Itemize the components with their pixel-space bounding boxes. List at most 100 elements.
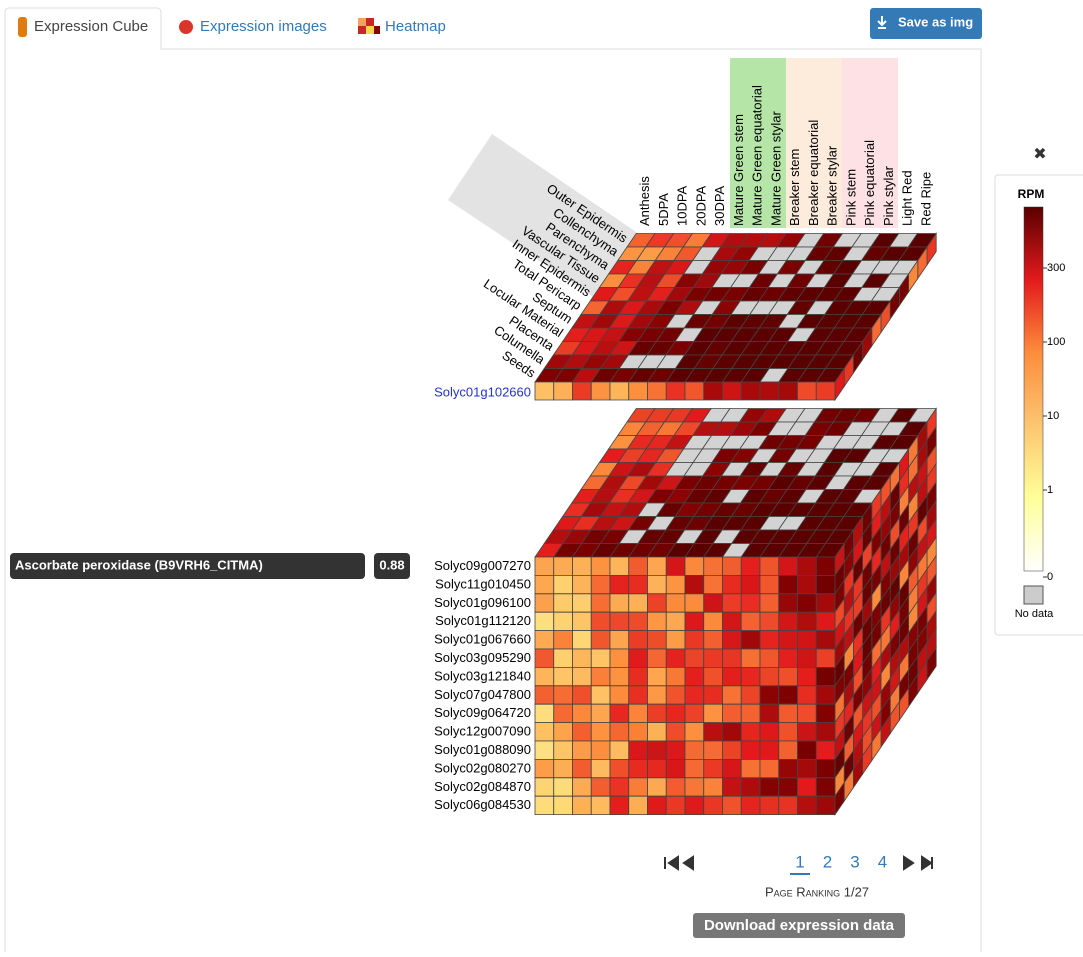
- cube-cell: [759, 630, 780, 650]
- gene-label[interactable]: Solyc02g080270: [434, 760, 531, 775]
- gene-label[interactable]: Solyc06g084530: [434, 797, 531, 812]
- cube-cell: [628, 556, 648, 576]
- page-link[interactable]: 1: [795, 852, 804, 871]
- cube-cell: [628, 593, 648, 613]
- cube-cell: [703, 685, 723, 705]
- cube-cell: [703, 667, 723, 687]
- cube-cell: [815, 777, 836, 797]
- cube-cell: [778, 777, 798, 797]
- cube-cell: [759, 648, 780, 668]
- gene-label[interactable]: Solyc03g121840: [434, 668, 531, 683]
- tab[interactable]: Expression Cube: [34, 18, 148, 35]
- gene-label[interactable]: Solyc01g088090: [434, 742, 531, 757]
- cube-cell: [590, 722, 611, 742]
- cube-cell: [553, 685, 573, 705]
- gene-label[interactable]: Solyc03g095290: [434, 650, 531, 665]
- cube-cell: [665, 381, 686, 401]
- cube-cell: [572, 795, 592, 815]
- cube-cell: [740, 667, 761, 687]
- active-tab[interactable]: [4, 7, 162, 49]
- gene-label[interactable]: Solyc11g010450: [435, 576, 531, 591]
- cube-cell: [590, 777, 611, 797]
- cube-cell: [703, 556, 723, 576]
- gene-label[interactable]: Solyc02g084870: [434, 779, 531, 794]
- gene-label[interactable]: Solyc09g064720: [434, 705, 531, 720]
- cube-cell: [628, 777, 648, 797]
- cube-cell: [665, 593, 686, 613]
- reference-gene[interactable]: Solyc01g102660: [434, 384, 531, 399]
- cube-cell: [778, 630, 798, 650]
- first-prev[interactable]: [664, 855, 694, 871]
- stage-label: Mature Green stem: [731, 114, 746, 226]
- stage-label: 20DPA: [693, 185, 708, 226]
- cube-cell: [647, 630, 667, 650]
- cube-cell: [703, 593, 723, 613]
- cube-cell: [815, 611, 836, 631]
- cube-cell: [609, 740, 630, 760]
- cube-cell: [647, 593, 667, 613]
- cube-cell: [778, 759, 798, 779]
- cube-cell: [590, 795, 611, 815]
- cube-cell: [759, 685, 780, 705]
- page-link[interactable]: 3: [850, 852, 859, 871]
- cube-cell: [722, 648, 742, 668]
- gene-label[interactable]: Solyc07g047800: [434, 687, 531, 702]
- cube-cell: [590, 630, 611, 650]
- page-link[interactable]: 2: [823, 852, 832, 871]
- cube-cell: [722, 556, 742, 576]
- save-label[interactable]: Save as img: [898, 14, 973, 29]
- cube-cell: [684, 740, 705, 760]
- cube-cell: [778, 648, 798, 668]
- close-button[interactable]: ✖: [1033, 146, 1046, 163]
- cube-cell: [647, 667, 667, 687]
- cube-cell: [759, 593, 780, 613]
- cube-cell: [740, 611, 761, 631]
- cube-cell: [647, 795, 667, 815]
- cube-cell: [534, 667, 555, 687]
- tab[interactable]: Expression images: [200, 18, 327, 35]
- stage-label: Light Red: [900, 170, 915, 226]
- cube-cell: [797, 556, 817, 576]
- legend-tick-label: 100: [1047, 336, 1065, 348]
- cube-cell: [703, 381, 723, 401]
- cube-cell: [628, 611, 648, 631]
- cube-cell: [684, 648, 705, 668]
- cube-cell: [703, 703, 723, 723]
- cube-cell: [628, 722, 648, 742]
- download-button[interactable]: [693, 913, 905, 938]
- cube-cell: [815, 593, 836, 613]
- cube-cell: [740, 593, 761, 613]
- gene-label[interactable]: Solyc01g112120: [435, 613, 531, 628]
- cube-cell: [684, 703, 705, 723]
- save-button[interactable]: [870, 8, 982, 39]
- cube-cell: [815, 759, 836, 779]
- tissue-label-bg: [448, 134, 642, 300]
- gene-label[interactable]: Solyc09g007270: [434, 558, 531, 573]
- gene-label[interactable]: Solyc01g096100: [434, 595, 531, 610]
- gene-label[interactable]: Solyc12g007090: [434, 724, 531, 739]
- stage-label: Pink equatorial: [862, 140, 877, 226]
- cube-cell: [797, 777, 817, 797]
- download-label[interactable]: Download expression data: [704, 917, 895, 934]
- cube-cell: [534, 777, 555, 797]
- page-link[interactable]: 4: [878, 852, 887, 871]
- images-icon: [179, 20, 193, 34]
- cube-cell: [722, 703, 742, 723]
- cube-cell: [778, 556, 798, 576]
- cube-cell: [703, 777, 723, 797]
- cube-cell: [665, 703, 686, 723]
- cube-cell: [722, 575, 742, 595]
- cube-cell: [815, 575, 836, 595]
- tab[interactable]: Heatmap: [385, 18, 446, 35]
- cube-cell: [778, 593, 798, 613]
- stage-label: Anthesis: [637, 176, 652, 226]
- cube-cell: [553, 759, 573, 779]
- gene-label[interactable]: Solyc01g067660: [434, 632, 531, 647]
- cube-cell: [797, 381, 817, 401]
- next-last[interactable]: [903, 855, 933, 871]
- cube-cell: [647, 556, 667, 576]
- cube-cell: [684, 630, 705, 650]
- cube-cell: [553, 630, 573, 650]
- cube-cell: [815, 648, 836, 668]
- cube-cell: [628, 630, 648, 650]
